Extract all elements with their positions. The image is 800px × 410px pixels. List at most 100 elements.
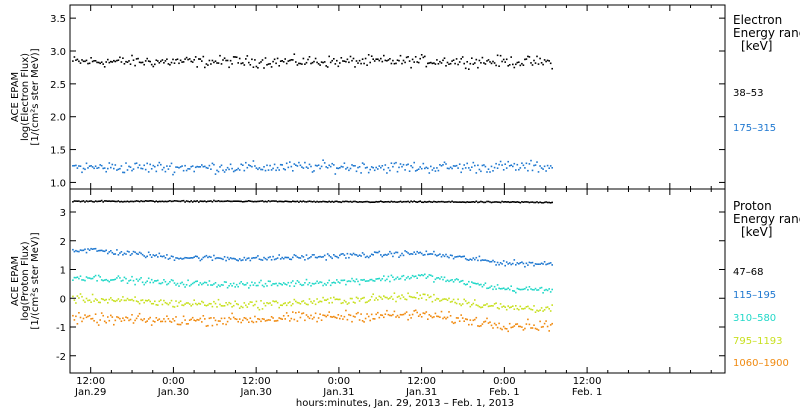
data-point xyxy=(487,59,490,61)
y-axis-label: ACE EPAM xyxy=(10,72,21,122)
data-point xyxy=(155,304,158,306)
data-point xyxy=(249,200,252,202)
data-point xyxy=(320,256,323,258)
data-point xyxy=(383,254,385,256)
data-point xyxy=(434,253,437,256)
data-point xyxy=(443,57,446,59)
data-point xyxy=(261,200,264,202)
data-point xyxy=(293,318,296,321)
data-point xyxy=(396,201,399,203)
data-point xyxy=(422,162,425,165)
data-point xyxy=(234,300,236,303)
data-point xyxy=(308,200,311,202)
data-point xyxy=(399,313,402,316)
data-point xyxy=(260,61,262,63)
data-point xyxy=(478,284,481,286)
data-point xyxy=(325,315,327,318)
data-point xyxy=(393,62,396,65)
data-point xyxy=(88,249,91,251)
data-point xyxy=(546,59,549,62)
data-point xyxy=(333,201,335,203)
data-point xyxy=(105,249,107,252)
data-point xyxy=(425,65,428,68)
data-point xyxy=(481,56,484,59)
data-point xyxy=(478,168,481,171)
data-point xyxy=(384,201,387,203)
data-point xyxy=(147,299,150,301)
data-point xyxy=(317,256,320,258)
data-point xyxy=(285,256,288,259)
data-point xyxy=(287,315,290,317)
data-point xyxy=(285,162,288,165)
data-point xyxy=(334,200,337,203)
data-point xyxy=(505,201,508,203)
data-point xyxy=(430,315,432,317)
y-axis-label: [1/(cm²s ster MeV)] xyxy=(30,232,41,329)
data-point xyxy=(134,283,136,286)
data-point xyxy=(457,255,459,258)
data-point xyxy=(245,161,247,164)
data-point xyxy=(530,262,532,264)
data-point xyxy=(285,312,288,314)
data-point xyxy=(255,284,258,287)
data-point xyxy=(475,304,478,306)
data-point xyxy=(94,247,97,250)
data-point xyxy=(178,258,180,260)
data-point xyxy=(166,165,168,167)
data-point xyxy=(468,259,470,261)
data-point xyxy=(146,162,148,165)
data-point xyxy=(201,258,203,261)
data-point xyxy=(527,55,529,58)
data-point xyxy=(451,200,453,203)
data-point xyxy=(137,315,139,317)
data-point xyxy=(73,250,76,253)
data-point xyxy=(179,323,182,326)
data-point xyxy=(340,57,343,59)
data-point xyxy=(425,277,428,279)
data-point xyxy=(326,167,329,169)
data-point xyxy=(402,274,405,277)
data-point xyxy=(188,201,191,203)
data-point xyxy=(322,159,324,161)
data-point xyxy=(325,284,327,286)
data-point xyxy=(108,319,111,322)
data-point xyxy=(442,298,444,301)
data-point xyxy=(487,200,490,203)
data-point xyxy=(336,279,338,281)
data-point xyxy=(501,328,503,331)
data-point xyxy=(301,300,303,303)
data-point xyxy=(452,165,455,167)
data-point xyxy=(430,295,432,298)
data-point xyxy=(220,63,223,65)
data-point xyxy=(364,167,367,169)
data-point xyxy=(305,303,308,306)
data-point xyxy=(125,162,127,164)
data-point xyxy=(464,201,467,204)
data-point xyxy=(158,161,161,164)
data-point xyxy=(339,317,341,320)
data-point xyxy=(389,250,391,253)
data-point xyxy=(518,201,520,203)
data-point xyxy=(311,61,314,64)
data-point xyxy=(213,163,215,166)
data-point xyxy=(419,57,421,60)
data-point xyxy=(276,284,279,287)
data-point xyxy=(349,253,352,255)
data-point xyxy=(551,264,553,266)
data-point xyxy=(285,200,288,203)
data-point xyxy=(434,312,437,315)
data-point xyxy=(220,284,223,286)
data-point xyxy=(245,58,247,60)
x-axis-label: hours:minutes, Jan. 29, 2013 – Feb. 1, 2… xyxy=(296,398,514,409)
data-point xyxy=(534,311,537,313)
data-point xyxy=(273,58,276,61)
data-point xyxy=(298,161,300,164)
data-point xyxy=(285,283,288,286)
data-point xyxy=(132,59,135,61)
data-point xyxy=(131,200,133,203)
data-point xyxy=(140,61,142,64)
data-point xyxy=(378,250,381,253)
data-point xyxy=(219,54,221,57)
data-point xyxy=(258,308,261,311)
data-point xyxy=(405,56,408,59)
